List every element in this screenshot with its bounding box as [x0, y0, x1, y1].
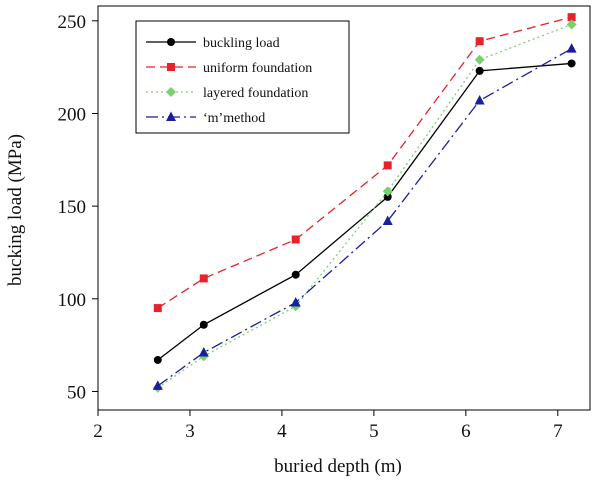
data-point	[198, 347, 209, 357]
series-line	[157, 48, 572, 387]
x-tick-label: 2	[93, 421, 103, 442]
x-axis-title: buried depth (m)	[274, 456, 402, 477]
legend-swatch-marker	[167, 63, 175, 71]
data-point	[291, 270, 300, 279]
data-point	[475, 37, 484, 46]
plot-frame	[97, 5, 591, 411]
data-point	[199, 320, 208, 329]
data-point	[567, 59, 576, 68]
y-axis-title: bucking load (MPa)	[5, 134, 26, 286]
legend-label: uniform foundation	[203, 61, 312, 76]
legend-label: ‘m’method	[203, 111, 265, 126]
series-line	[157, 62, 572, 361]
data-point	[383, 161, 392, 170]
data-point	[474, 54, 485, 65]
series-lines	[152, 13, 577, 393]
legend-label: layered foundation	[203, 86, 308, 101]
y-tick-label: 150	[58, 197, 87, 218]
x-tick-label: 4	[277, 421, 287, 442]
legend-swatch-marker	[166, 111, 176, 121]
data-point	[566, 19, 577, 30]
y-tick-label: 250	[58, 12, 87, 33]
x-tick-label: 6	[461, 421, 471, 442]
series-1	[153, 59, 576, 364]
data-point	[383, 192, 392, 201]
series-line	[157, 16, 572, 309]
data-point	[382, 186, 393, 197]
data-point	[153, 304, 162, 313]
data-point	[474, 95, 485, 105]
data-point	[290, 297, 301, 307]
data-point	[475, 66, 484, 75]
data-point	[382, 215, 393, 225]
y-tick-label: 100	[58, 290, 87, 311]
legend-label: buckling load	[203, 36, 280, 51]
legend-swatch-marker	[167, 38, 175, 46]
data-point	[567, 13, 576, 22]
axis-ticks: 2 3 4 5 6 7 50 100 150 200 250	[58, 12, 563, 442]
x-tick-label: 5	[369, 421, 379, 442]
x-tick-label: 3	[185, 421, 195, 442]
data-point	[291, 235, 300, 244]
legend: buckling load uniform foundation layered f…	[135, 20, 350, 134]
data-point	[566, 43, 577, 53]
y-tick-label: 50	[67, 382, 86, 403]
x-tick-label: 7	[553, 421, 563, 442]
data-point	[199, 274, 208, 283]
data-point	[153, 355, 162, 364]
plot-area-border	[97, 5, 591, 411]
legend-swatch-marker	[166, 87, 176, 97]
series-4	[152, 43, 577, 390]
series-line	[157, 23, 572, 389]
data-point	[152, 380, 163, 390]
series-2	[153, 13, 576, 313]
y-tick-label: 200	[58, 104, 87, 125]
